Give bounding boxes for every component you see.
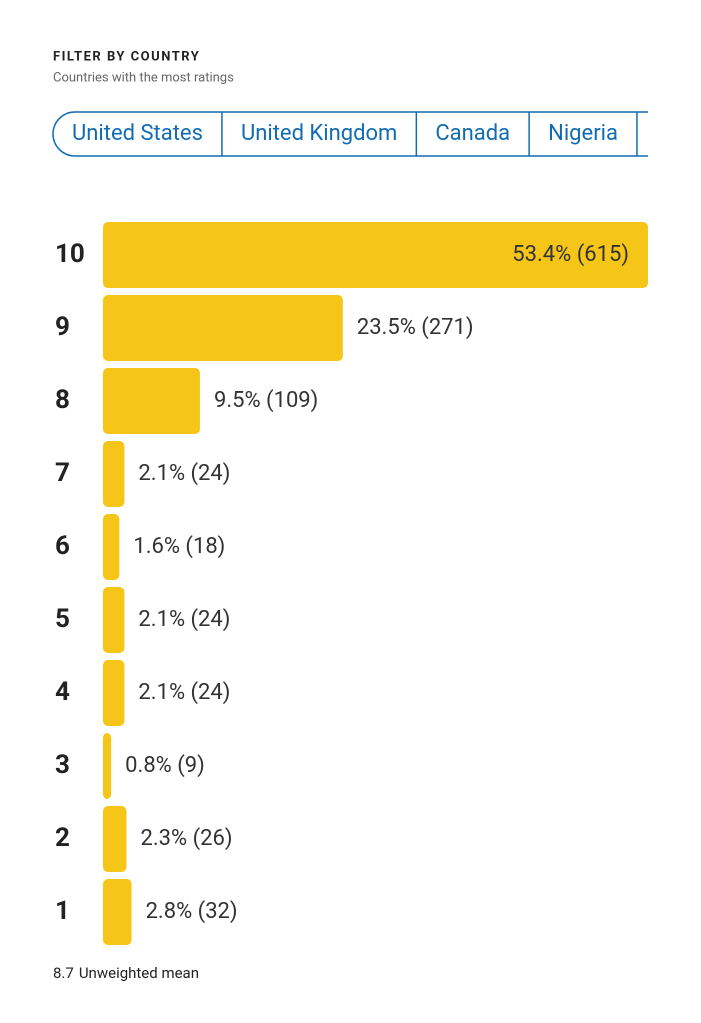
bar xyxy=(103,806,127,872)
tab-frame xyxy=(52,111,648,157)
bar xyxy=(103,660,125,726)
bar xyxy=(103,514,120,580)
value-label: 2.3% (26) xyxy=(140,826,232,851)
bar xyxy=(103,441,125,507)
rating-label: 7 xyxy=(55,458,70,488)
rating-label: 4 xyxy=(55,677,70,707)
filter-subtitle: Countries with the most ratings xyxy=(53,70,234,85)
country-tabs: United States United Kingdom Canada Nigeria xyxy=(52,111,648,157)
bar xyxy=(103,879,132,945)
value-label: 2.8% (32) xyxy=(146,899,238,924)
value-label: 23.5% (271) xyxy=(357,315,474,340)
rating-label: 9 xyxy=(55,312,70,342)
rating-label: 8 xyxy=(55,385,70,415)
value-label: 53.4% (615) xyxy=(512,242,629,267)
bar xyxy=(103,368,200,434)
value-label: 2.1% (24) xyxy=(138,680,230,705)
rating-label: 1 xyxy=(55,896,70,926)
value-label: 2.1% (24) xyxy=(138,461,230,486)
bar xyxy=(103,587,125,653)
country-tab[interactable]: Nigeria xyxy=(548,121,618,146)
mean-label: Unweighted mean xyxy=(79,964,199,982)
bar xyxy=(103,222,648,288)
rating-label: 2 xyxy=(55,823,70,853)
country-tab[interactable]: Canada xyxy=(435,121,510,146)
value-label: 2.1% (24) xyxy=(138,607,230,632)
mean-value: 8.7 xyxy=(53,964,74,982)
rating-label: 3 xyxy=(55,750,70,780)
value-label: 1.6% (18) xyxy=(133,534,225,559)
rating-label: 10 xyxy=(55,239,85,269)
rating-label: 6 xyxy=(55,531,70,561)
country-tab[interactable]: United States xyxy=(72,121,203,146)
value-label: 9.5% (109) xyxy=(214,388,318,413)
bar xyxy=(103,733,112,799)
filter-title: FILTER BY COUNTRY xyxy=(53,49,200,64)
country-tab[interactable]: United Kingdom xyxy=(241,121,397,146)
value-label: 0.8% (9) xyxy=(125,753,205,778)
bar xyxy=(103,295,343,361)
rating-label: 5 xyxy=(55,604,70,634)
